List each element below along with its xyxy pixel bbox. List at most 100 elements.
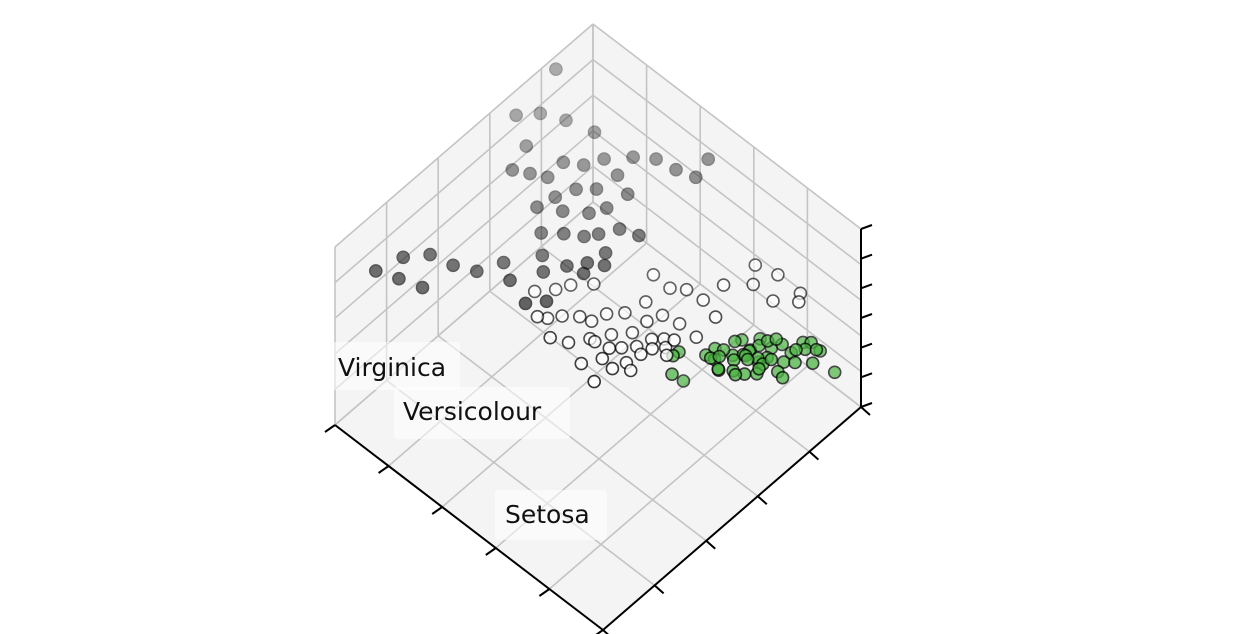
point-versicolour [679,282,694,297]
point-versicolour [548,282,563,297]
point-setosa [676,374,691,388]
point-versicolour [599,307,614,321]
point-versicolour [716,278,731,292]
point-setosa [769,332,784,347]
point-versicolour [586,277,601,291]
z-axis-tick [860,372,873,379]
point-setosa [764,352,779,367]
point-setosa [789,342,803,357]
point-virginica [669,162,683,177]
point-virginica [534,226,549,240]
point-setosa [805,356,820,371]
back-left-pane [335,24,593,425]
point-versicolour [646,267,661,282]
y-axis-tick [808,450,820,461]
point-virginica [559,113,573,128]
grid-line [592,94,862,301]
point-setosa [740,352,755,367]
point-virginica [556,226,571,241]
point-virginica [496,255,511,270]
point-versicolour [604,327,619,342]
point-virginica [597,152,611,166]
point-virginica [539,294,554,309]
point-virginica [632,228,646,243]
point-virginica [688,170,703,185]
point-virginica [415,280,430,295]
point-versicolour [587,334,602,349]
point-virginica [591,227,606,241]
point-virginica [536,265,551,279]
x-axis-tick [595,629,604,634]
y-axis-line [602,406,862,631]
grid-line [592,165,862,373]
x-axis-tick [431,506,443,515]
point-setosa [665,367,679,382]
point-versicolour [663,281,677,296]
point-versicolour [563,278,578,292]
point-virginica [612,222,627,236]
y-axis-tick [653,584,665,595]
point-virginica [597,258,612,273]
point-versicolour [530,309,545,324]
point-setosa [728,334,742,349]
point-virginica [530,200,544,214]
grid-line [334,94,594,319]
point-virginica [396,250,411,265]
back-right-pane [593,24,861,407]
point-setosa [788,355,802,370]
point-setosa [728,367,743,382]
point-virginica [518,296,533,311]
x-axis-tick [485,547,497,556]
point-versicolour [595,351,610,366]
point-versicolour [572,309,587,324]
point-virginica [533,106,548,121]
point-versicolour [791,295,806,309]
z-axis-tick [860,342,873,349]
z-axis-tick [860,313,873,319]
grid-line [334,130,594,355]
point-virginica [701,152,716,166]
grid-line [548,365,808,590]
grid-line [441,283,701,508]
z-axis-tick [860,253,873,260]
point-versicolour [623,363,638,378]
point-virginica [576,266,591,281]
point-virginica [503,273,517,288]
label-virginica: Virginica [338,353,446,382]
floor-pane [335,202,861,630]
point-versicolour [543,330,558,345]
point-virginica [589,182,604,196]
label-virginica-box [330,342,460,390]
z-axis-tick [860,402,873,408]
point-versicolour [672,316,687,331]
point-virginica [519,139,534,153]
point-versicolour [614,340,629,355]
point-setosa [809,342,824,357]
point-virginica [368,264,383,278]
x-axis-tick [538,588,550,597]
x-axis-line [334,424,604,631]
label-versicolour-box [394,387,570,439]
grid-line [592,23,862,230]
point-virginica [576,158,591,172]
point-versicolour [708,310,723,324]
x-axis-tick [378,465,390,474]
point-virginica [569,182,583,197]
point-setosa [827,365,842,380]
point-virginica [505,163,520,177]
point-setosa [712,349,727,364]
point-virginica [469,264,484,279]
point-virginica [509,108,523,123]
axis-lines [324,224,873,634]
label-versicolour: Versicolour [403,397,542,426]
point-virginica [392,271,406,286]
point-setosa [752,361,766,376]
point-versicolour [645,341,660,356]
y-axis-tick [757,495,768,505]
point-versicolour [638,295,653,309]
y-axis-tick [705,540,716,550]
class-labels: Virginica Versicolour Setosa [330,342,607,540]
point-versicolour [574,356,589,371]
point-versicolour [746,277,761,292]
